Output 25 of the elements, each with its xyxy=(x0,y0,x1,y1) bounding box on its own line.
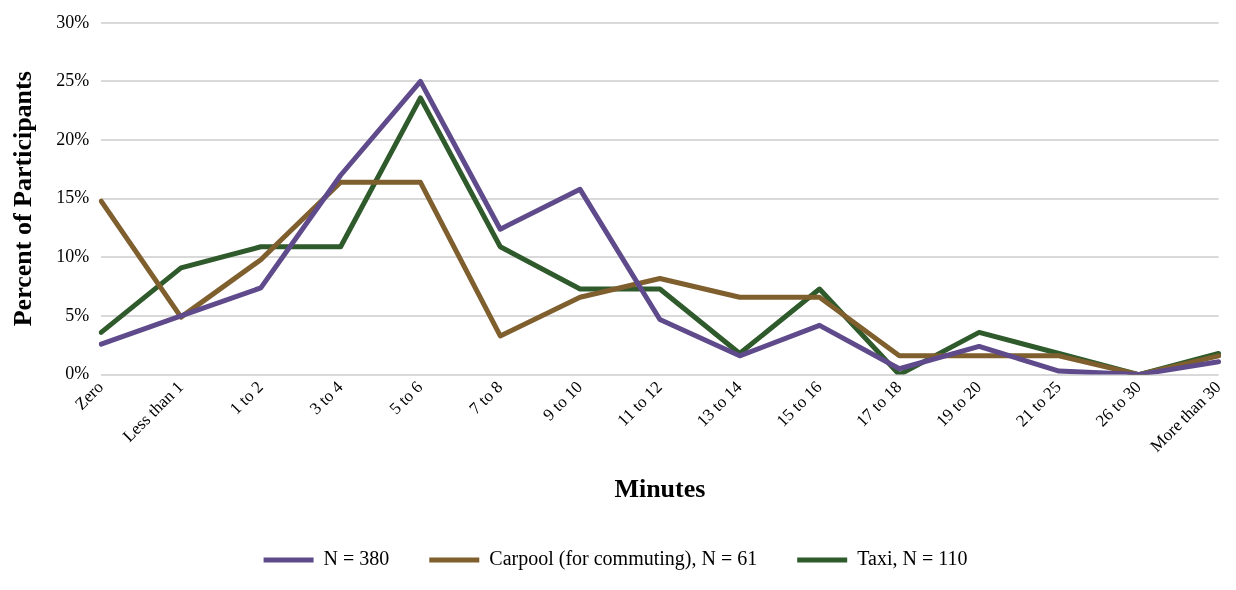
x-tick-label: 7 to 8 xyxy=(465,377,507,419)
x-tick-label: 21 to 25 xyxy=(1012,377,1065,431)
x-tick-label: Less than 1 xyxy=(118,377,187,446)
y-tick-label: 25% xyxy=(56,70,90,91)
x-tick-label: 13 to 14 xyxy=(692,377,747,431)
x-tick-label: 15 to 16 xyxy=(772,377,826,431)
y-axis-title: Percent of Participants xyxy=(8,71,38,327)
x-tick-label: 5 to 6 xyxy=(385,377,427,419)
y-tick-label: 5% xyxy=(65,304,90,325)
y-tick-label: 10% xyxy=(56,246,90,267)
legend-label: Taxi, N = 110 xyxy=(857,547,968,570)
x-tick-label: 26 to 30 xyxy=(1091,377,1145,431)
y-tick-label: 15% xyxy=(56,187,90,208)
x-tick-label: 11 to 12 xyxy=(613,377,666,430)
y-tick-label: 0% xyxy=(65,363,90,384)
x-tick-label: 3 to 4 xyxy=(305,377,347,419)
legend-label: N = 380 xyxy=(323,547,390,570)
x-tick-label: 9 to 10 xyxy=(539,377,587,425)
x-tick-label: 17 to 18 xyxy=(852,377,906,431)
y-tick-label: 20% xyxy=(56,128,90,149)
x-axis-title: Minutes xyxy=(614,474,706,504)
x-tick-label: 1 to 2 xyxy=(225,377,267,419)
legend-label: Carpool (for commuting), N = 61 xyxy=(489,547,758,571)
x-tick-label: 19 to 20 xyxy=(932,377,986,431)
y-tick-label: 30% xyxy=(56,11,90,32)
